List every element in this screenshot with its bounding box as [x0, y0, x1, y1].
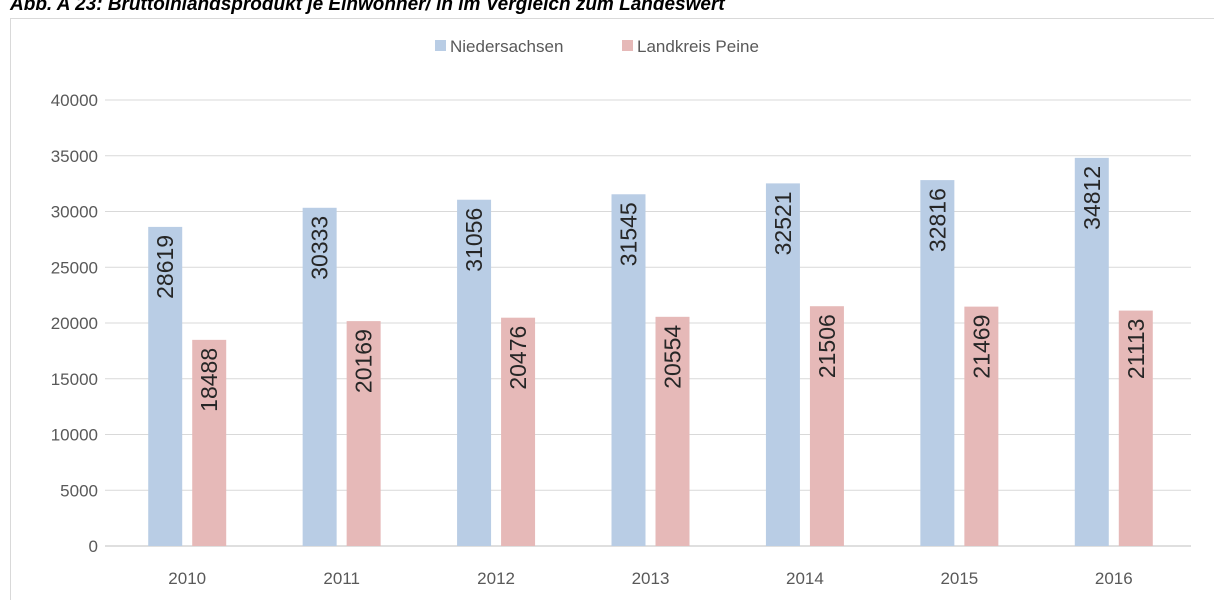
legend-swatch — [622, 40, 633, 51]
value-label: 34812 — [1079, 166, 1105, 230]
x-tick-label: 2013 — [632, 569, 670, 588]
y-tick-label: 35000 — [51, 147, 98, 166]
legend-label: Niedersachsen — [450, 37, 563, 56]
value-label: 21469 — [968, 315, 994, 379]
chart-title: Abb. A 23: Bruttoinlandsprodukt je Einwo… — [9, 0, 725, 15]
legend-label: Landkreis Peine — [637, 37, 759, 56]
y-tick-label: 15000 — [51, 370, 98, 389]
bar — [1074, 157, 1109, 547]
y-tick-label: 0 — [89, 537, 98, 556]
bar — [765, 183, 800, 546]
value-label: 20169 — [351, 329, 377, 393]
x-tick-label: 2011 — [323, 569, 360, 588]
value-label: 20554 — [660, 325, 686, 389]
value-label: 20476 — [505, 326, 531, 390]
value-label: 18488 — [196, 348, 222, 412]
y-tick-label: 40000 — [51, 91, 98, 110]
y-tick-label: 30000 — [51, 203, 98, 222]
value-label: 28619 — [152, 235, 178, 299]
value-label: 32816 — [924, 188, 950, 252]
bar — [346, 321, 381, 546]
y-tick-label: 10000 — [51, 426, 98, 445]
value-label: 31545 — [616, 202, 642, 266]
x-tick-label: 2012 — [477, 569, 515, 588]
x-tick-label: 2010 — [168, 569, 206, 588]
value-label: 21506 — [814, 314, 840, 378]
bar — [964, 306, 999, 546]
bar — [148, 226, 183, 547]
y-tick-label: 25000 — [51, 258, 98, 277]
bar — [1118, 310, 1153, 546]
bar — [611, 194, 646, 546]
bar — [501, 317, 536, 546]
x-tick-label: 2014 — [786, 569, 824, 588]
bar — [457, 199, 492, 547]
bar — [809, 306, 844, 546]
bar — [192, 339, 227, 546]
x-tick-label: 2016 — [1095, 569, 1133, 588]
x-tick-label: 2015 — [940, 569, 978, 588]
legend-swatch — [435, 40, 446, 51]
bar — [302, 207, 337, 546]
y-tick-label: 20000 — [51, 314, 98, 333]
value-label: 30333 — [307, 216, 333, 280]
bar — [655, 316, 690, 546]
bar — [920, 180, 955, 546]
value-label: 21113 — [1123, 319, 1149, 380]
y-tick-label: 5000 — [60, 481, 98, 500]
value-label: 31056 — [461, 208, 487, 272]
value-label: 32521 — [770, 191, 796, 255]
